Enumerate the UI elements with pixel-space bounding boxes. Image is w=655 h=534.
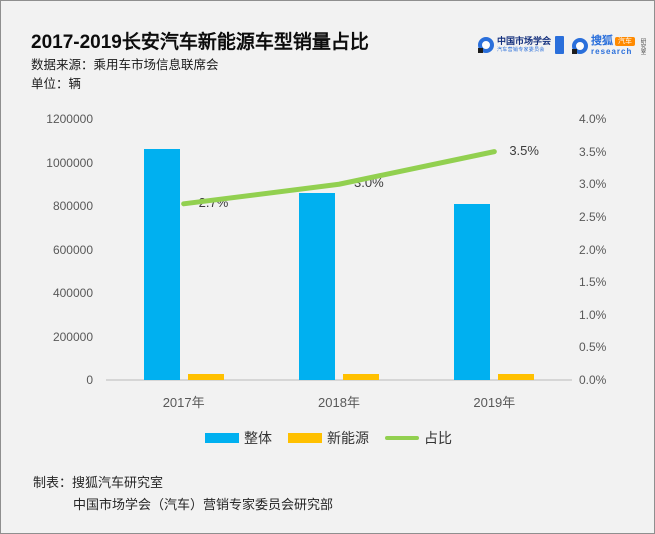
magnifier-q-icon	[478, 37, 494, 53]
legend-swatch-ratio	[385, 436, 419, 440]
sohu-research-vertical-label: 研究室	[639, 37, 646, 55]
y-axis-label-right: 0.5%	[579, 340, 607, 355]
legend-item-overall: 整体	[205, 428, 272, 448]
unit-label: 单位：辆	[31, 77, 82, 91]
y-axis-label-left: 1000000	[46, 155, 93, 170]
x-axis-label: 2017年	[162, 395, 205, 410]
x-axis-label: 2018年	[318, 395, 360, 410]
legend-label-ratio: 占比	[424, 430, 452, 446]
bar-整体	[143, 149, 180, 380]
market-society-text: 中国市场学会 汽车营销专家委员会	[497, 37, 551, 53]
y-axis-label-right: 1.5%	[579, 275, 607, 290]
y-axis-label-right: 2.0%	[579, 242, 607, 257]
y-axis-label-right: 2.5%	[579, 209, 607, 224]
y-axis-label-left: 200000	[52, 329, 93, 344]
y-axis-label-left: 400000	[52, 286, 93, 300]
legend-item-new-energy: 新能源	[288, 428, 369, 448]
bar-新能源	[343, 374, 379, 380]
x-axis-line	[106, 379, 572, 381]
y-axis-label-left: 1200000	[46, 112, 93, 126]
page-title: 2017-2019长安汽车新能源车型销量占比	[31, 32, 369, 53]
data-source-label: 数据来源：乘用车市场信息联席会	[31, 58, 219, 72]
bar-新能源	[498, 373, 535, 380]
footer-line2: 中国市场学会（汽车）营销专家委员会研究部	[73, 497, 334, 512]
logo-group: 中国市场学会 汽车营销专家委员会 搜狐 汽车 research 研究室	[478, 35, 646, 56]
sohu-auto-logo: 搜狐 汽车 research 研究室	[572, 35, 646, 56]
y-axis-label-left: 0	[86, 373, 93, 387]
y-axis-label-right: 0.0%	[579, 373, 607, 387]
market-society-title: 中国市场学会	[497, 36, 552, 46]
sohu-wordmark: 搜狐	[591, 35, 614, 47]
market-society-logo: 中国市场学会 汽车营销专家委员会	[478, 36, 565, 54]
market-society-badge	[555, 36, 565, 54]
bar-整体	[454, 203, 491, 380]
y-axis-label-left: 600000	[52, 242, 93, 257]
legend-swatch-overall	[205, 433, 239, 443]
legend-label-overall: 整体	[244, 430, 272, 446]
market-society-subtitle: 汽车营销专家委员会	[497, 47, 545, 53]
legend-swatch-new-energy	[288, 433, 322, 443]
y-axis-label-right: 4.0%	[579, 112, 607, 126]
y-axis-label-right: 3.5%	[579, 144, 607, 159]
bar-新能源	[187, 373, 224, 380]
y-axis-label-right: 1.0%	[579, 307, 607, 322]
legend: 整体 新能源 占比	[1, 428, 654, 448]
magnifier-q-icon	[572, 38, 589, 54]
sohu-auto-badge: 汽车	[615, 37, 636, 46]
footer-credits: 制表：搜狐汽车研究室 中国市场学会（汽车）营销专家委员会研究部	[33, 472, 333, 516]
ratio-data-label: 3.5%	[509, 142, 539, 158]
sohu-research-label: research	[591, 47, 633, 56]
ratio-line	[181, 149, 497, 207]
legend-item-ratio: 占比	[385, 428, 452, 448]
legend-label-new-energy: 新能源	[327, 430, 369, 446]
x-axis-label: 2019年	[473, 395, 516, 410]
y-axis-label-right: 3.0%	[579, 177, 607, 192]
y-axis-label-left: 800000	[52, 199, 93, 213]
sohu-auto-text: 搜狐 汽车 research	[591, 35, 636, 56]
footer-line1: 制表：搜狐汽车研究室	[33, 475, 164, 490]
bar-整体	[299, 192, 335, 380]
